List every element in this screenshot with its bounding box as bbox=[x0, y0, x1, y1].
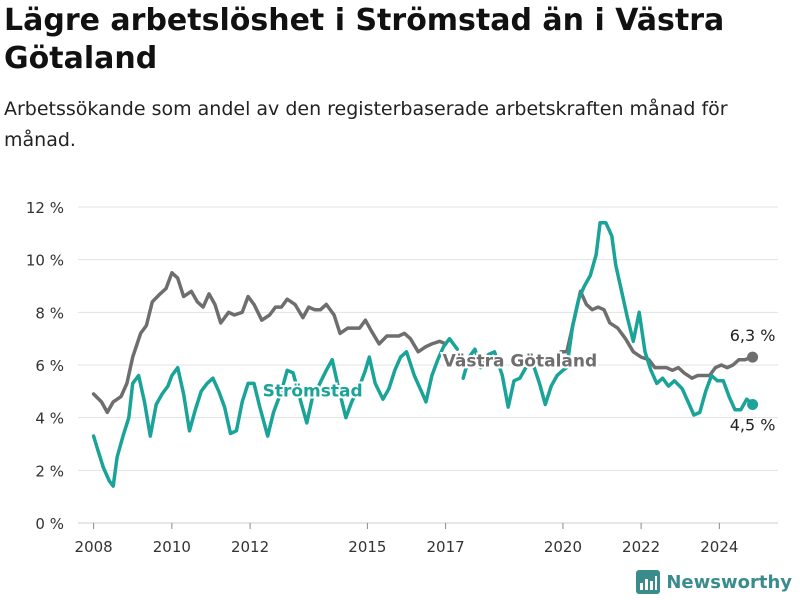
x-tick-label: 2010 bbox=[153, 538, 191, 556]
series-line-str-mstad bbox=[91, 336, 460, 488]
y-tick-label: 12 % bbox=[26, 199, 64, 217]
series-line-v-stra-g-taland bbox=[91, 271, 448, 415]
end-value-label-v-stra-g-taland: 6,3 % bbox=[730, 326, 776, 345]
x-tick-label: 2022 bbox=[622, 538, 660, 556]
y-tick-label: 10 % bbox=[26, 252, 64, 270]
end-point-str-mstad bbox=[747, 399, 759, 410]
gridlines bbox=[78, 206, 778, 524]
series-lines bbox=[91, 221, 759, 488]
y-tick-label: 2 % bbox=[35, 462, 64, 480]
y-tick-label: 4 % bbox=[35, 410, 64, 428]
y-tick-label: 6 % bbox=[35, 357, 64, 375]
y-axis-tick-labels: 0 % 2 % 4 % 6 % 8 % 10 % 12 % bbox=[26, 199, 64, 533]
x-tick-label: 2020 bbox=[544, 538, 582, 556]
x-tick-label: 2024 bbox=[700, 538, 738, 556]
end-value-label-str-mstad: 4,5 % bbox=[730, 416, 776, 435]
series-name-label-str-mstad: Strömstad bbox=[263, 382, 363, 402]
y-tick-label: 8 % bbox=[35, 304, 64, 322]
series-line-str-mstad bbox=[461, 221, 755, 417]
series-labels: 6,3 % 4,5 % Strömstad Västra Götaland bbox=[261, 326, 776, 435]
x-tick-label: 2008 bbox=[75, 538, 113, 556]
newsworthy-brand: Newsworthy bbox=[636, 570, 792, 594]
brand-name: Newsworthy bbox=[666, 571, 792, 593]
page-subtitle: Arbetssökande som andel av den registerb… bbox=[4, 98, 728, 151]
series-line-v-stra-g-taland bbox=[559, 289, 755, 380]
y-tick-label: 0 % bbox=[35, 515, 64, 533]
series-name-label-v-stra-g-taland: Västra Götaland bbox=[443, 351, 598, 371]
x-tick-label: 2017 bbox=[427, 538, 465, 556]
x-tick-label: 2015 bbox=[348, 538, 386, 556]
page-title: Lägre arbetslöshet i Strömstad än i Väst… bbox=[4, 3, 725, 76]
end-point-v-stra-g-taland bbox=[747, 351, 759, 363]
newsworthy-logo-icon bbox=[636, 570, 661, 594]
x-axis-tick-labels: 2008 2010 2012 2015 2017 2020 2022 2024 bbox=[75, 523, 738, 556]
x-tick-label: 2012 bbox=[231, 538, 269, 556]
